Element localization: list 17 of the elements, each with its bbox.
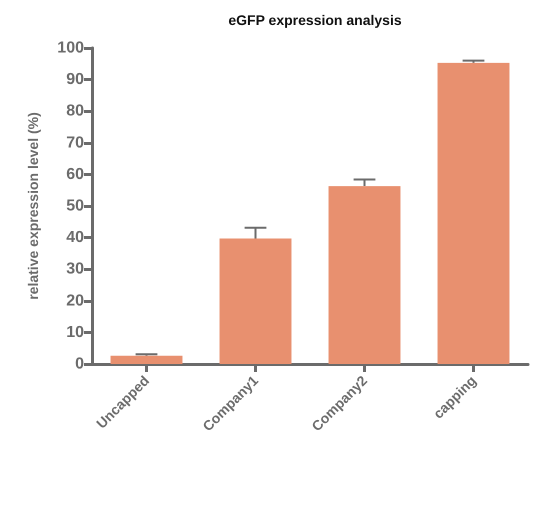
chart-title: eGFP expression analysis — [228, 12, 402, 28]
y-axis-title: relative expression level (%) — [25, 112, 41, 300]
y-tick-label: 60 — [66, 166, 84, 183]
y-tick-label: 90 — [66, 71, 84, 88]
y-tick-label: 70 — [66, 134, 84, 152]
y-tick-label: 20 — [66, 292, 84, 310]
y-tick-label: 80 — [66, 102, 84, 120]
bar — [438, 62, 510, 364]
y-tick-label: 30 — [66, 260, 84, 278]
bar — [328, 186, 400, 364]
y-tick-label: 50 — [66, 198, 84, 214]
y-tick-label: 10 — [66, 324, 84, 341]
bar — [220, 238, 292, 364]
y-tick-label: 0 — [75, 356, 84, 372]
y-tick-label: 100 — [57, 40, 84, 56]
bar — [110, 356, 182, 364]
y-tick-label: 40 — [66, 229, 84, 246]
